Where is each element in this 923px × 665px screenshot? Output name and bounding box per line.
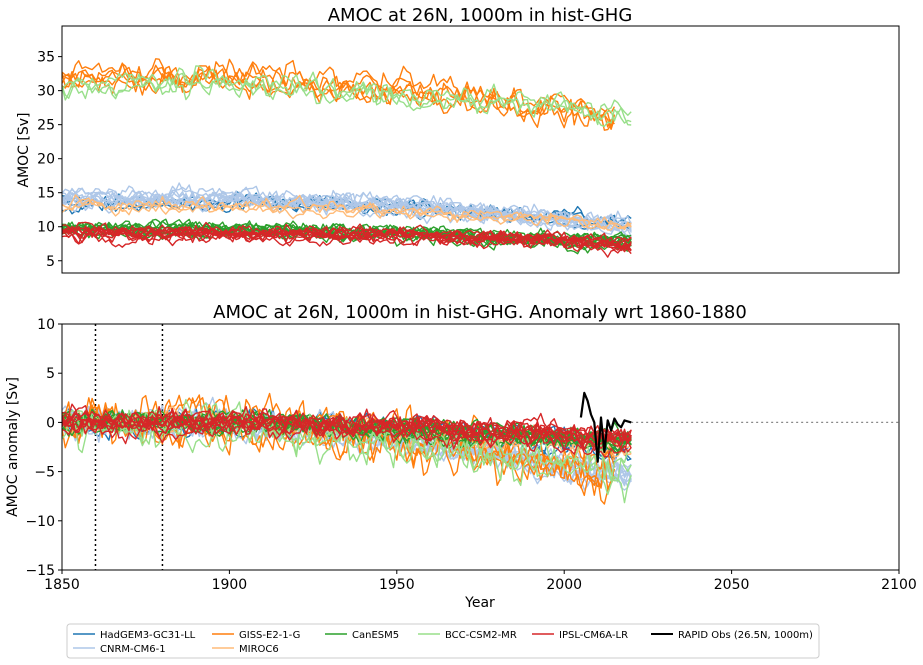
top-series-miroc6-member-2 [62,194,632,231]
bottom-series-ipsl-cm6a-lr-member-2 [62,409,632,458]
top-series-cnrm-cm6-1-member-10 [62,189,632,232]
legend-label-giss-e2-1-g: GISS-E2-1-G [239,630,300,641]
bottom-y-tick-label: 10 [37,317,55,333]
top-series-ipsl-cm6a-lr-member-6 [62,230,632,258]
bottom-series-ipsl-cm6a-lr-member-10 [62,413,632,448]
top-series-bcc-csm2-mr-member-1 [62,67,632,128]
legend-label-ipsl-cm6a-lr: IPSL-CM6A-LR [559,630,628,641]
legend-entries: HadGEM3-GC31-LL CNRM-CM6-1 GISS-E2-1-G MIRO… [73,630,813,655]
top-chart-title: AMOC at 26N, 1000m in hist-GHG [328,5,633,26]
legend: HadGEM3-GC31-LL CNRM-CM6-1 GISS-E2-1-G MIRO… [66,623,820,659]
legend-box [66,623,820,659]
bottom-panel: AMOC at 26N, 1000m in hist-GHG. Anomaly … [5,302,917,611]
bottom-y-axis: −15 −10 −5 0 5 10 [25,317,62,579]
bottom-series-ipsl-cm6a-lr-member-7 [62,412,632,448]
bottom-y-axis-label: AMOC anomaly [Sv] [5,377,21,517]
bottom-y-tick-label: −5 [34,465,55,481]
top-y-tick-label: 15 [37,186,55,202]
bottom-x-tick-label: 2100 [881,577,917,593]
bottom-x-tick-label: 2000 [546,577,582,593]
bottom-x-tick-label: 1850 [44,577,80,593]
bottom-x-axis-label: Year [464,595,495,611]
bottom-series-ipsl-cm6a-lr-member-8 [62,411,632,452]
legend-label-rapid-obs-26-5n-1000m: RAPID Obs (26.5N, 1000m) [678,630,813,641]
top-y-tick-label: 25 [37,118,55,134]
top-series-cnrm-cm6-1-member-8 [62,184,632,225]
top-series-miroc6-member-3 [62,197,632,230]
top-y-axis-label: AMOC [Sv] [16,113,32,188]
bottom-chart-title: AMOC at 26N, 1000m in hist-GHG. Anomaly … [213,302,747,323]
top-series-ipsl-cm6a-lr-member-10 [62,223,632,251]
top-axes-frame [61,25,900,274]
bottom-y-tick-label: 5 [46,366,55,382]
bottom-x-tick-label: 1950 [379,577,415,593]
top-y-tick-label: 30 [37,84,55,100]
bottom-series-ipsl-cm6a-lr-member-9 [62,406,632,449]
bottom-plot-area [62,324,899,570]
top-y-tick-label: 5 [46,254,55,270]
bottom-y-tick-label: −10 [25,514,55,530]
bottom-y-tick-label: −15 [25,563,55,579]
legend-label-canesm5: CanESM5 [352,630,399,641]
legend-label-miroc6: MIROC6 [239,644,279,655]
top-y-tick-label: 10 [37,220,55,236]
top-y-tick-label: 20 [37,152,55,168]
legend-label-hadgem3-gc31-ll: HadGEM3-GC31-LL [100,630,196,641]
top-y-axis: 5 10 15 20 25 30 35 [37,50,62,270]
top-series-ipsl-cm6a-lr-member-9 [62,222,632,249]
legend-label-bcc-csm2-mr: BCC-CSM2-MR [445,630,517,641]
bottom-series-bcc-csm2-mr-member-3 [62,413,632,504]
bottom-x-tick-label: 2050 [714,577,750,593]
bottom-x-tick-label: 1900 [212,577,248,593]
top-panel: AMOC at 26N, 1000m in hist-GHG 5 10 15 20 25… [16,5,900,274]
top-y-tick-label: 35 [37,50,55,66]
top-series-giss-e2-1-g-member-1 [62,66,616,129]
top-series-cnrm-cm6-1-member-7 [62,190,632,231]
bottom-y-tick-label: 0 [46,415,55,431]
top-plot-area [62,58,632,258]
bottom-x-axis: 1850 1900 1950 2000 2050 2100 [44,570,917,593]
bottom-axes-frame [61,323,900,571]
legend-label-cnrm-cm6-1: CNRM-CM6-1 [100,644,166,655]
bottom-series-ipsl-cm6a-lr-member-6 [62,409,632,455]
top-series-giss-e2-1-g-member-4 [62,64,616,131]
top-series-bcc-csm2-mr-member-3 [62,65,632,126]
bottom-series-giss-e2-1-g-member-4 [62,394,616,479]
bottom-series-bcc-csm2-mr-member-1 [62,402,632,482]
top-series-giss-e2-1-g-member-5 [62,58,616,128]
bottom-series-rapid-obs-26-5n-1000m [579,391,632,463]
